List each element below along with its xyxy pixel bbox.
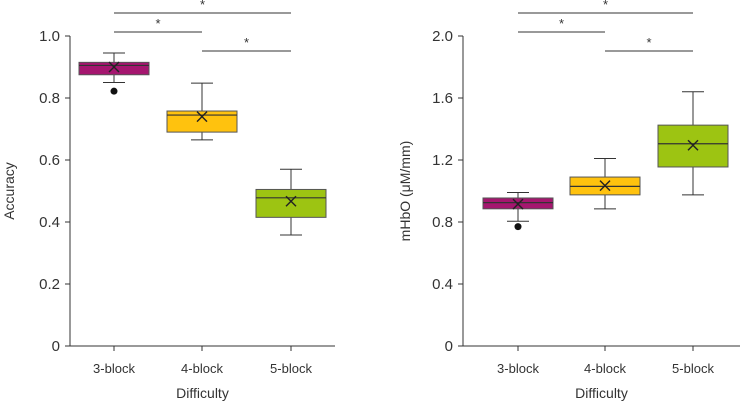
x-tick-label: 3-block — [497, 361, 539, 376]
x-tick-label: 5-block — [270, 361, 312, 376]
outlier-point — [110, 87, 118, 95]
box-body — [166, 110, 238, 133]
y-tick-label: 0.4 — [39, 214, 60, 231]
x-tick-label: 4-block — [181, 361, 223, 376]
x-tick-label: 4-block — [584, 361, 626, 376]
mean-marker — [512, 198, 524, 210]
mean-marker — [285, 195, 297, 207]
box-group-5-block — [255, 168, 327, 236]
mean-marker — [196, 111, 208, 123]
significance-star: * — [200, 0, 205, 12]
y-tick-label: 1.2 — [432, 152, 453, 169]
y-tick-label: 0.8 — [432, 214, 453, 231]
box-group-5-block — [657, 91, 729, 196]
significance-star: * — [244, 35, 249, 50]
y-axis-title: Accuracy — [1, 162, 17, 220]
y-tick-label: 0.8 — [39, 90, 60, 107]
y-tick-label: 1.0 — [39, 28, 60, 45]
significance-star: * — [603, 0, 608, 12]
box-group-4-block — [166, 82, 238, 141]
y-tick-label: 0.6 — [39, 152, 60, 169]
box-group-4-block — [569, 157, 641, 210]
y-tick-label: 0 — [52, 338, 60, 355]
mhbo-panel: 0 0.4 0.8 1.2 1.6 2.0 3-block 4-block 5-block Dif… — [397, 0, 740, 401]
box-group-3-block — [78, 52, 150, 95]
y-axis-title: mHbO (μM/mm) — [397, 141, 413, 242]
outlier-point — [514, 223, 522, 231]
y-tick-label: 0.2 — [39, 276, 60, 293]
mean-marker — [599, 180, 611, 192]
accuracy-panel: 0 0.2 0.4 0.6 0.8 1.0 3-block 4-block 5-block Dif… — [1, 0, 335, 401]
x-tick-label: 3-block — [93, 361, 135, 376]
mean-marker — [687, 139, 699, 151]
y-tick-label: 1.6 — [432, 90, 453, 107]
y-tick-label: 0.4 — [432, 276, 453, 293]
box-body — [78, 61, 150, 76]
significance-star: * — [559, 16, 564, 31]
x-axis-title: Difficulty — [575, 385, 628, 401]
x-axis-title: Difficulty — [176, 385, 229, 401]
mean-marker — [108, 61, 120, 73]
box-group-3-block — [482, 192, 554, 231]
y-tick-label: 2.0 — [432, 28, 453, 45]
y-tick-label: 0 — [445, 338, 453, 355]
significance-star: * — [646, 35, 651, 50]
x-tick-label: 5-block — [672, 361, 714, 376]
box-body — [255, 188, 327, 218]
significance-star: * — [155, 16, 160, 31]
